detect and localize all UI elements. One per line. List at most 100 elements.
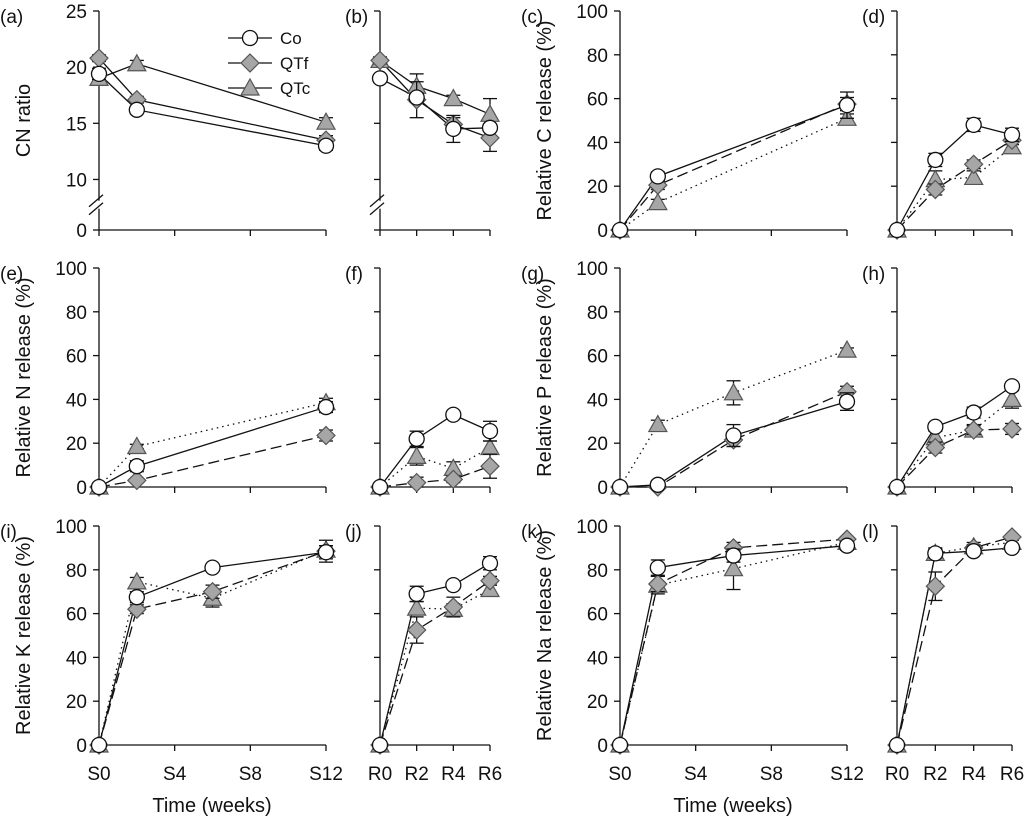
data-point-Co [927,151,944,169]
series-line-QTf [896,139,1013,231]
data-point-QTc [315,111,337,130]
series-line-Co [619,545,848,746]
panel-g: 0 20 40 60 80 100 (g)Relative P release (%) [521,259,858,499]
data-point-QTf [480,456,500,477]
data-point-QTc [443,88,464,107]
data-point-QTf [647,574,668,594]
y-tick-label: 60 [587,90,608,111]
y-axis-title: Relative Na release (%) [534,530,556,741]
panel-k: 0 20 40 60 80 100 S0 S4 S8 S12 (k)Relative Na rele… [521,517,864,785]
y-tick-label: 80 [66,561,87,582]
panel-label: (k) [521,522,543,543]
y-tick-label: 60 [587,347,608,368]
data-point-QTc [723,558,744,577]
legend-item-QTf: QTf [228,53,309,73]
data-point-QTf [370,50,390,71]
x-tick-label: R4 [962,764,987,785]
series-line-Co [619,104,848,231]
data-point-Co [90,478,108,496]
x-tick-label: S8 [760,764,783,785]
y-tick-label: 40 [66,390,87,411]
data-point-Co [317,398,335,416]
series-line-Co [896,547,1013,746]
data-point-Co [317,137,335,154]
data-point-QTf [1002,419,1022,439]
data-point-Co [725,547,742,564]
y-tick-label: 80 [587,561,608,582]
data-point-QTc [406,446,427,464]
y-tick-label: 20 [587,177,608,198]
panel-label: (a) [0,7,23,28]
data-point-Co [649,168,666,185]
x-tick-label: R0 [368,764,392,785]
x-axis-title-left: Time (weeks) [152,795,271,817]
legend-marker-Co [241,29,259,47]
panel-d: (d) [862,7,1023,240]
y-axis-title: Relative K release (%) [13,536,35,735]
series-line-QTf [896,536,1013,746]
series-line-QTf [98,550,327,746]
series-line-Co [896,385,1013,488]
data-point-Co [965,543,982,560]
data-point-Co [1003,539,1021,557]
y-tick-label: 0 [597,736,608,757]
legend-label: QTf [280,54,309,73]
data-point-QTc [963,167,984,186]
y-axis-title: Relative P release (%) [534,278,556,477]
panel-label: (e) [0,264,23,285]
data-point-Co [888,736,906,754]
y-tick-label: 20 [66,692,87,713]
data-point-Co [445,406,462,423]
y-tick-label: 60 [66,347,87,368]
x-tick-label: S0 [608,764,631,785]
data-point-Co [1003,378,1021,395]
data-point-Co [649,559,666,576]
data-point-QTc [723,382,744,401]
data-point-Co [838,393,856,410]
data-point-QTf [925,179,946,200]
legend-label: Co [280,29,302,48]
data-point-Co [965,116,982,134]
series-line-QTf [379,59,491,139]
y-tick-label: 0 [597,221,608,242]
data-point-Co [128,589,145,606]
legend-item-Co: Co [228,29,302,48]
data-point-Co [317,544,335,561]
y-tick-label: 40 [587,648,608,669]
series-line-Co [379,413,491,488]
series-line-QTf [620,391,848,488]
data-point-QTc [1001,389,1023,407]
data-point-QTc [836,339,858,358]
series-line-QTc [379,59,491,115]
legend-marker-QTc [239,77,261,96]
data-point-QTf [480,570,500,591]
data-point-Co [90,65,108,83]
axis-break-mark [369,194,385,208]
series-line-Co [896,124,1013,231]
y-tick-label: 40 [587,133,608,154]
panel-h: (h) [862,264,1023,497]
data-point-Co [927,418,944,435]
data-point-Co [371,478,389,496]
series-line-Co [379,77,491,130]
x-axis-title-right: Time (weeks) [673,795,792,817]
data-point-Co [611,478,629,496]
panel-label: (b) [345,7,368,28]
y-tick-label: 25 [66,2,87,23]
x-tick-label: R0 [885,764,909,785]
data-point-Co [204,559,221,576]
y-tick-label: 100 [576,259,608,280]
y-tick-label: 20 [66,58,87,79]
legend-item-QTc: QTc [228,77,311,98]
data-point-Co [481,119,499,136]
x-tick-label: R6 [1000,764,1024,785]
series-line-QTc [379,447,491,488]
data-point-QTf [443,469,464,490]
y-tick-label: 0 [76,221,87,242]
axis-break-mark [369,202,385,216]
series-line-Co [379,562,491,746]
y-axis-title: Relative C release (%) [534,20,556,220]
x-tick-label: S0 [87,764,110,785]
y-tick-label: 0 [76,478,87,499]
data-point-Co [1003,126,1021,143]
